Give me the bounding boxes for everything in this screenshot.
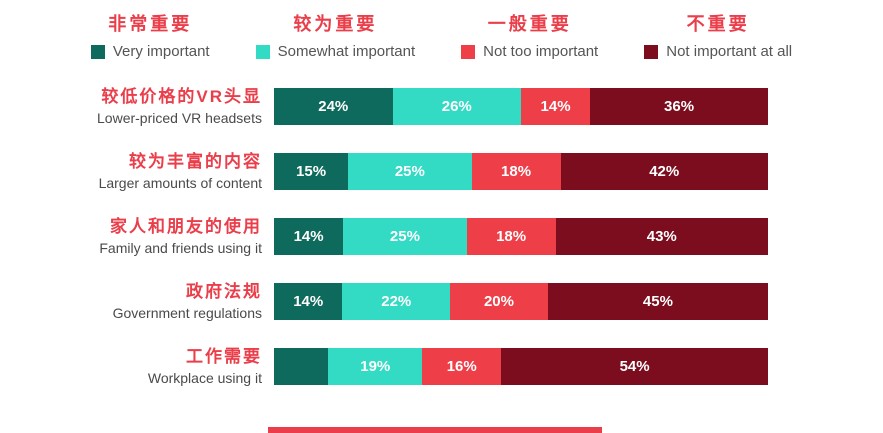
row-label-en: Family and friends using it (99, 239, 262, 256)
chart-row-1: 较为丰富的内容 Larger amounts of content 15% 25% 18… (0, 139, 883, 204)
legend-label-en: Somewhat important (277, 43, 416, 60)
row-label-zh: 较为丰富的内容 (129, 151, 262, 171)
bar-segment-3: 36% (590, 88, 768, 125)
row-label: 较低价格的VR头显 Lower-priced VR headsets (0, 86, 274, 128)
bar-track: 15% 25% 18% 42% (274, 153, 768, 190)
legend-en-row: Not important at all (644, 43, 792, 60)
bar-segment-2: 16% (422, 348, 502, 385)
legend-label-en: Very important (112, 43, 210, 60)
legend-en-row: Somewhat important (255, 43, 416, 60)
chart-row-0: 较低价格的VR头显 Lower-priced VR headsets 24% 26% 1… (0, 74, 883, 139)
legend: 非常重要 Very important 较为重要 Somewhat important… (0, 0, 883, 60)
row-label-en: Government regulations (112, 304, 262, 321)
bar-segment-2: 18% (466, 218, 556, 255)
bar-segment-1: 22% (342, 283, 451, 320)
row-label-zh: 家人和朋友的使用 (110, 216, 262, 236)
legend-label-zh: 不重要 (686, 14, 750, 34)
bar-track: 14% 25% 18% 43% (274, 218, 768, 255)
row-label: 政府法规 Government regulations (0, 281, 274, 323)
row-label: 工作需要 Workplace using it (0, 346, 274, 388)
legend-en-row: Not too important (461, 43, 598, 60)
bar-segment-3: 45% (547, 283, 768, 320)
chart-row-2: 家人和朋友的使用 Family and friends using it 14% 25… (0, 204, 883, 269)
row-label-en: Lower-priced VR headsets (97, 109, 262, 126)
legend-swatch-icon (461, 44, 476, 59)
bar-segment-3: 43% (555, 218, 768, 255)
legend-item-0: 非常重要 Very important (90, 10, 210, 60)
bar-segment-0: 14% (274, 218, 344, 255)
legend-label-zh: 较为重要 (293, 14, 378, 34)
bar-segment-1: 25% (343, 218, 467, 255)
bar-segment-0 (274, 348, 329, 385)
bar-segment-0: 15% (274, 153, 349, 190)
legend-swatch-icon (644, 44, 659, 59)
bar-segment-2: 14% (520, 88, 591, 125)
row-label-zh: 较低价格的VR头显 (101, 86, 262, 106)
bar-segment-0: 24% (274, 88, 393, 125)
bar-segment-2: 20% (450, 283, 548, 320)
bar-segment-3: 54% (501, 348, 768, 385)
bar-segment-1: 25% (348, 153, 472, 190)
bar-segment-3: 42% (560, 153, 768, 190)
row-label-en: Workplace using it (147, 369, 262, 386)
legend-label-en: Not important at all (666, 43, 793, 60)
row-label: 家人和朋友的使用 Family and friends using it (0, 216, 274, 258)
legend-item-2: 一般重要 Not too important (461, 10, 598, 60)
row-label-zh: 工作需要 (186, 346, 262, 366)
legend-en-row: Very important (90, 43, 210, 60)
bar-track: 24% 26% 14% 36% (274, 88, 768, 125)
legend-label-zh: 非常重要 (108, 14, 193, 34)
legend-swatch-icon (255, 44, 270, 59)
bar-segment-2: 18% (471, 153, 561, 190)
bar-segment-1: 19% (328, 348, 423, 385)
legend-swatch-icon (90, 44, 105, 59)
bottom-divider (268, 427, 602, 433)
bar-track: 19% 16% 54% (274, 348, 768, 385)
row-label-en: Larger amounts of content (98, 174, 262, 191)
legend-item-1: 较为重要 Somewhat important (255, 10, 416, 60)
bar-track: 14% 22% 20% 45% (274, 283, 768, 320)
row-label: 较为丰富的内容 Larger amounts of content (0, 151, 274, 193)
bar-segment-0: 14% (274, 283, 343, 320)
chart-rows: 较低价格的VR头显 Lower-priced VR headsets 24% 26% 1… (0, 74, 883, 399)
chart-row-3: 政府法规 Government regulations 14% 22% 20% 45% (0, 269, 883, 334)
chart-row-4: 工作需要 Workplace using it 19% 16% 54% (0, 334, 883, 399)
row-label-zh: 政府法规 (186, 281, 262, 301)
bar-segment-1: 26% (392, 88, 521, 125)
legend-item-3: 不重要 Not important at all (644, 10, 792, 60)
legend-label-en: Not too important (483, 43, 599, 60)
legend-label-zh: 一般重要 (487, 14, 572, 34)
